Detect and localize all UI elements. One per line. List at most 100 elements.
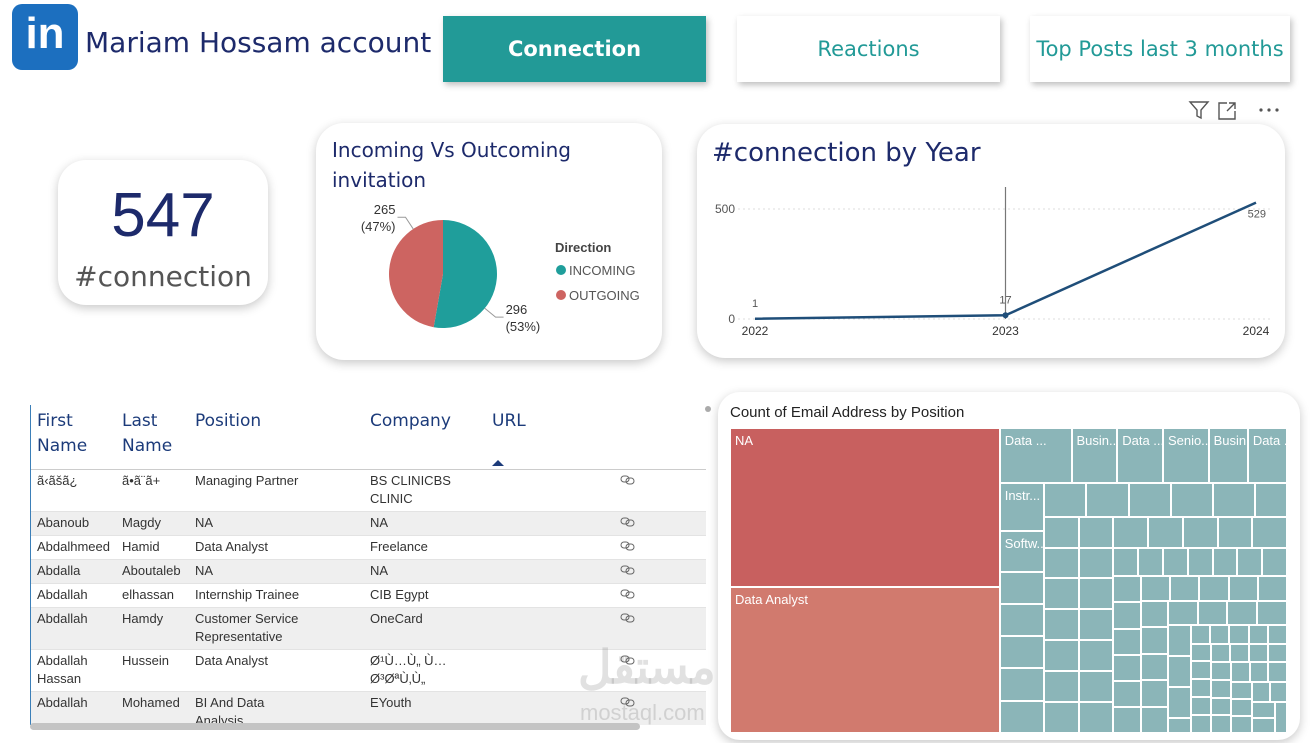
- column-header[interactable]: First Name: [31, 405, 116, 470]
- data-label: 265 (47%): [360, 202, 396, 235]
- treemap-cell: NA: [730, 428, 1000, 588]
- treemap-cell: [1227, 600, 1258, 625]
- table-cell: Internship Trainee: [189, 583, 364, 608]
- table-cell: BS CLINICBS CLINIC: [364, 469, 486, 512]
- table-row: Abdalla Aboutaleb NA NA: [31, 559, 706, 584]
- url-cell: [486, 691, 706, 725]
- sort-arrow: [492, 460, 504, 466]
- treemap-cell: [1211, 662, 1232, 681]
- table-cell: NA: [189, 559, 364, 584]
- table-cell: Mohamed: [116, 691, 189, 725]
- column-header[interactable]: Position: [189, 405, 364, 470]
- treemap-cell: [1113, 516, 1149, 548]
- focus-icon[interactable]: [1218, 102, 1236, 120]
- link-icon[interactable]: [620, 475, 636, 485]
- treemap-cell: [1197, 600, 1228, 625]
- link-ring: [620, 517, 630, 525]
- treemap: NA Data Analyst Data ... Busin... Data ... Se…: [730, 428, 1287, 733]
- table-cell: elhassan: [116, 583, 189, 608]
- treemap-cell: Data ...: [1247, 428, 1287, 483]
- cell-text: Data Analyst: [195, 539, 268, 554]
- link-icon[interactable]: [620, 589, 636, 599]
- treemap-cell: [1163, 547, 1188, 577]
- cell-label: Data ...: [1004, 433, 1047, 448]
- link-ring: [620, 697, 630, 705]
- table-cell: Abdalhmeed: [31, 535, 116, 560]
- treemap-cell: [1231, 681, 1253, 699]
- treemap-cell: Senio...: [1162, 428, 1209, 483]
- link-ring: [620, 613, 630, 621]
- link-icon[interactable]: [620, 517, 636, 527]
- table-cell: Abdallah Hassan: [31, 649, 116, 692]
- link-icon[interactable]: [620, 565, 636, 575]
- link-icon[interactable]: [620, 697, 636, 707]
- treemap-cell: [1211, 680, 1232, 698]
- cell-text: ã‹ãšã¿: [37, 473, 78, 488]
- treemap-cell: [1191, 697, 1212, 716]
- treemap-cell: [1044, 640, 1079, 672]
- table-row: Abanoub Magdy NA NA: [31, 511, 706, 536]
- cell-text: Data Analyst: [195, 653, 268, 668]
- scrollbar[interactable]: [30, 723, 640, 730]
- tab-active[interactable]: Connection: [443, 16, 706, 82]
- column-header[interactable]: Company: [364, 405, 486, 470]
- link-icon[interactable]: [620, 613, 636, 623]
- table-cell: Data Analyst: [189, 535, 364, 560]
- cell-text: Aboutaleb: [122, 563, 181, 578]
- cell-text: NA: [370, 563, 389, 578]
- cell-text: Mohamed: [122, 695, 180, 710]
- tab[interactable]: Reactions: [737, 16, 1000, 82]
- table-cell: Aboutaleb: [116, 559, 189, 584]
- table-cell: Customer Service Representative: [189, 607, 364, 650]
- link-icon[interactable]: [620, 655, 636, 665]
- cell-label: Instr...: [1004, 487, 1041, 503]
- link-ring: [620, 655, 630, 663]
- link-ring: [620, 541, 630, 549]
- treemap-cell: [1140, 627, 1168, 654]
- logo: in: [12, 4, 78, 70]
- link-ring: [625, 567, 635, 575]
- treemap-cell: [1255, 482, 1287, 517]
- treemap-cell: [1275, 702, 1287, 733]
- visual-toolbar: [1188, 101, 1279, 120]
- sort-indicator: [492, 460, 504, 466]
- treemap-cell: [1140, 600, 1168, 628]
- cell-text: Customer Service Representative: [195, 611, 299, 644]
- treemap-cell: [1170, 576, 1200, 601]
- more-icon[interactable]: [1259, 108, 1279, 112]
- cell-text: Abdallah Hassan: [37, 653, 88, 686]
- treemap-cell: [1138, 547, 1163, 577]
- url-cell: [486, 583, 706, 608]
- treemap-cell: [1140, 706, 1168, 733]
- table-header: First Name Last Name Position Company URL: [31, 405, 706, 470]
- column-header[interactable]: URL: [486, 405, 706, 470]
- treemap-cell: [1187, 547, 1213, 577]
- watermark: مستقل: [578, 641, 716, 693]
- treemap-cell: [1229, 624, 1249, 644]
- treemap-cell: [1228, 576, 1258, 601]
- cell-text: Hussein: [122, 653, 169, 668]
- cell-label: Senio...: [1167, 433, 1209, 448]
- link-icon[interactable]: [620, 541, 636, 551]
- link-ring: [625, 591, 635, 599]
- column-header[interactable]: Last Name: [116, 405, 189, 470]
- treemap-cell: [1257, 576, 1287, 601]
- table-cell: Abanoub: [31, 511, 116, 536]
- cell-text: Managing Partner: [195, 473, 299, 488]
- treemap-cell: Busin...: [1071, 428, 1118, 483]
- treemap-cell: [1078, 516, 1114, 548]
- filter-icon[interactable]: [1188, 101, 1210, 120]
- cell-text: Abdallah: [37, 695, 88, 710]
- treemap-cell: [1044, 578, 1079, 610]
- tab[interactable]: Top Posts last 3 months: [1030, 16, 1290, 82]
- treemap-cell: [1113, 602, 1141, 629]
- treemap-cell: [1252, 702, 1276, 718]
- treemap-cell: Data ...: [1117, 428, 1163, 483]
- table-cell: Abdallah: [31, 583, 116, 608]
- treemap-cell: [999, 700, 1044, 733]
- treemap-cell: Softw...: [999, 531, 1044, 572]
- treemap-cell: [999, 636, 1044, 669]
- treemap-cell: [1167, 686, 1192, 718]
- treemap-cell: [1191, 715, 1212, 733]
- treemap-cell: [1262, 547, 1287, 577]
